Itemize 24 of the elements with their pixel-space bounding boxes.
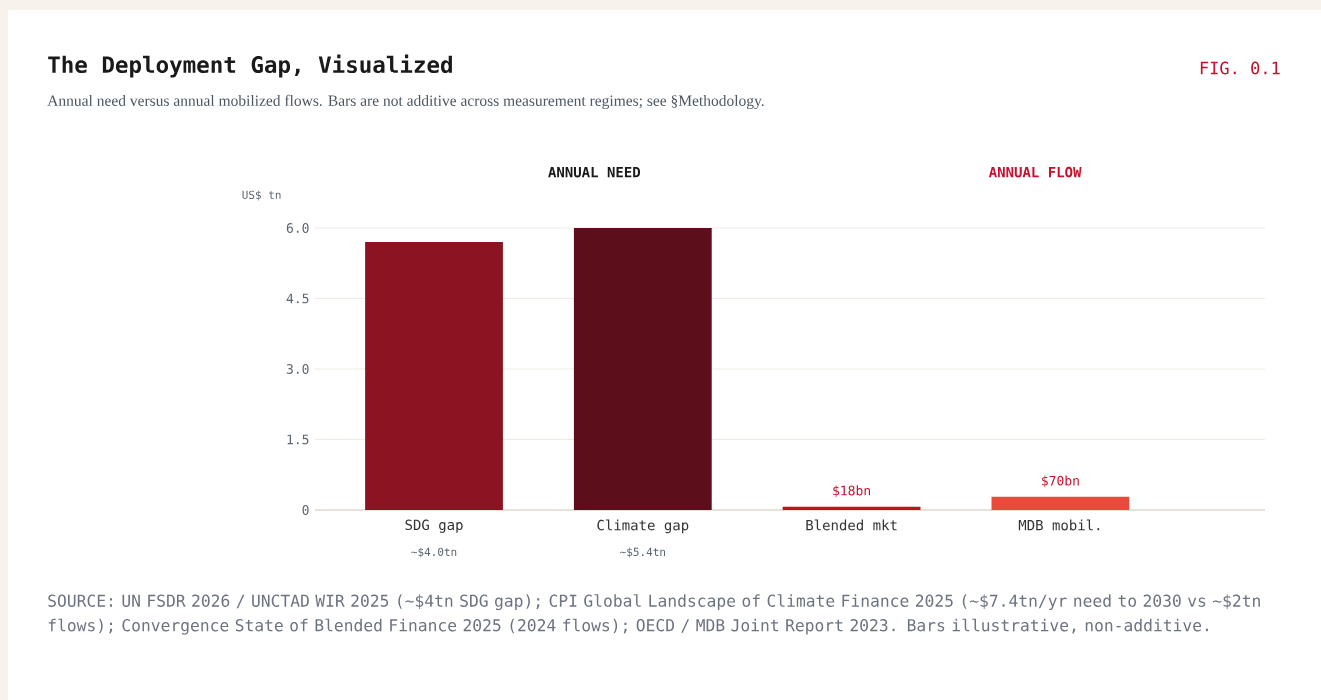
y-axis-title: US$ tn — [242, 190, 281, 201]
y-tick-label: 6.0 — [286, 223, 309, 233]
bar — [365, 242, 503, 510]
bar — [782, 506, 921, 510]
x-tick-label: Climate gap — [597, 519, 689, 534]
text: ANNUAL NEED — [548, 167, 641, 178]
text: ANNUAL FLOW — [988, 166, 1082, 178]
text: ~$4.0tn — [411, 547, 457, 558]
y-tick-label: 0 — [302, 505, 309, 515]
annotation: $70bn — [1042, 475, 1079, 488]
x-tick-label: Blended mkt — [806, 519, 897, 531]
y-tick-label: 3.0 — [286, 364, 309, 374]
x-tick-label: SDG gap — [405, 519, 463, 533]
caption: FIG. 0.1 — [1200, 61, 1280, 75]
text: ~$5.4tn — [620, 547, 666, 558]
bar — [991, 496, 1130, 510]
chart-title: The Deployment Gap, Visualized — [48, 54, 452, 78]
y-tick-label: 4.5 — [286, 293, 309, 304]
x-tick-label: MDB mobil. — [1018, 519, 1100, 531]
y-tick-label: 1.5 — [287, 434, 309, 445]
source-note: SOURCE: UN FSDR 2026 / UNCTAD WIR 2025 (~$4tn SDG gap); CPI Global Landscape of Climate Finance 2025 (~$7.4tn/yr need to 2030 vs ~$2tn flows); Convergence State of Blended Finance 2025 (2024 flows); OECD / MDB Joint Report 2023. Bars illustrative, non-additive. — [48, 594, 1260, 635]
bar — [573, 227, 712, 510]
chart-subtitle: Annual need versus annual mobilized flows. Bars are not additive across measurement regimes; see §Methodology. — [47, 94, 764, 110]
annotation: $18bn — [833, 485, 870, 498]
